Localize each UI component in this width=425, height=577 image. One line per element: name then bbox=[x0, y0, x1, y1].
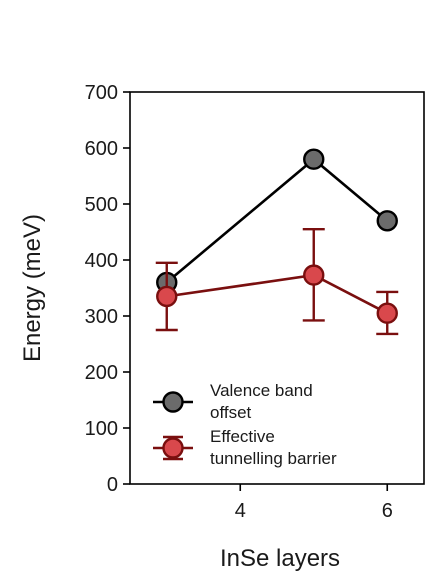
y-axis-ticks: 0 100 200 300 400 500 600 700 bbox=[85, 82, 130, 496]
x-axis-title: InSe layers bbox=[220, 545, 340, 572]
legend-marker bbox=[162, 437, 184, 459]
data-point bbox=[156, 285, 178, 308]
y-tick-label: 300 bbox=[85, 306, 118, 328]
y-tick-label: 400 bbox=[85, 250, 118, 272]
x-tick-label: 6 bbox=[382, 500, 393, 522]
data-point bbox=[303, 264, 325, 286]
legend: Valence band offset Effective tunnelling ba… bbox=[153, 381, 337, 468]
legend-marker bbox=[162, 391, 184, 413]
data-point bbox=[303, 148, 325, 170]
series-line bbox=[165, 157, 389, 284]
data-point bbox=[376, 210, 398, 232]
y-tick-label: 100 bbox=[85, 418, 118, 440]
y-tick-label: 0 bbox=[107, 474, 118, 496]
legend-label: Valence band offset bbox=[210, 381, 313, 422]
series-2 bbox=[155, 227, 399, 336]
data-point bbox=[376, 302, 398, 324]
y-axis-title: Energy (meV) bbox=[19, 214, 46, 362]
y-tick-label: 500 bbox=[85, 194, 118, 216]
plot-frame bbox=[129, 91, 425, 485]
series-1 bbox=[156, 148, 398, 294]
legend-label: Effective tunnelling barrier bbox=[210, 427, 337, 468]
y-tick-label: 700 bbox=[85, 82, 118, 104]
series-layer bbox=[155, 148, 399, 336]
series-line bbox=[166, 273, 388, 315]
legend-label-line: tunnelling barrier bbox=[210, 449, 337, 468]
y-tick-label: 600 bbox=[85, 138, 118, 160]
y-tick-label: 200 bbox=[85, 362, 118, 384]
x-tick-label: 4 bbox=[235, 500, 246, 522]
legend-label-line: Effective bbox=[210, 427, 275, 446]
legend-label-line: offset bbox=[210, 403, 252, 422]
legend-label-line: Valence band bbox=[210, 381, 313, 400]
